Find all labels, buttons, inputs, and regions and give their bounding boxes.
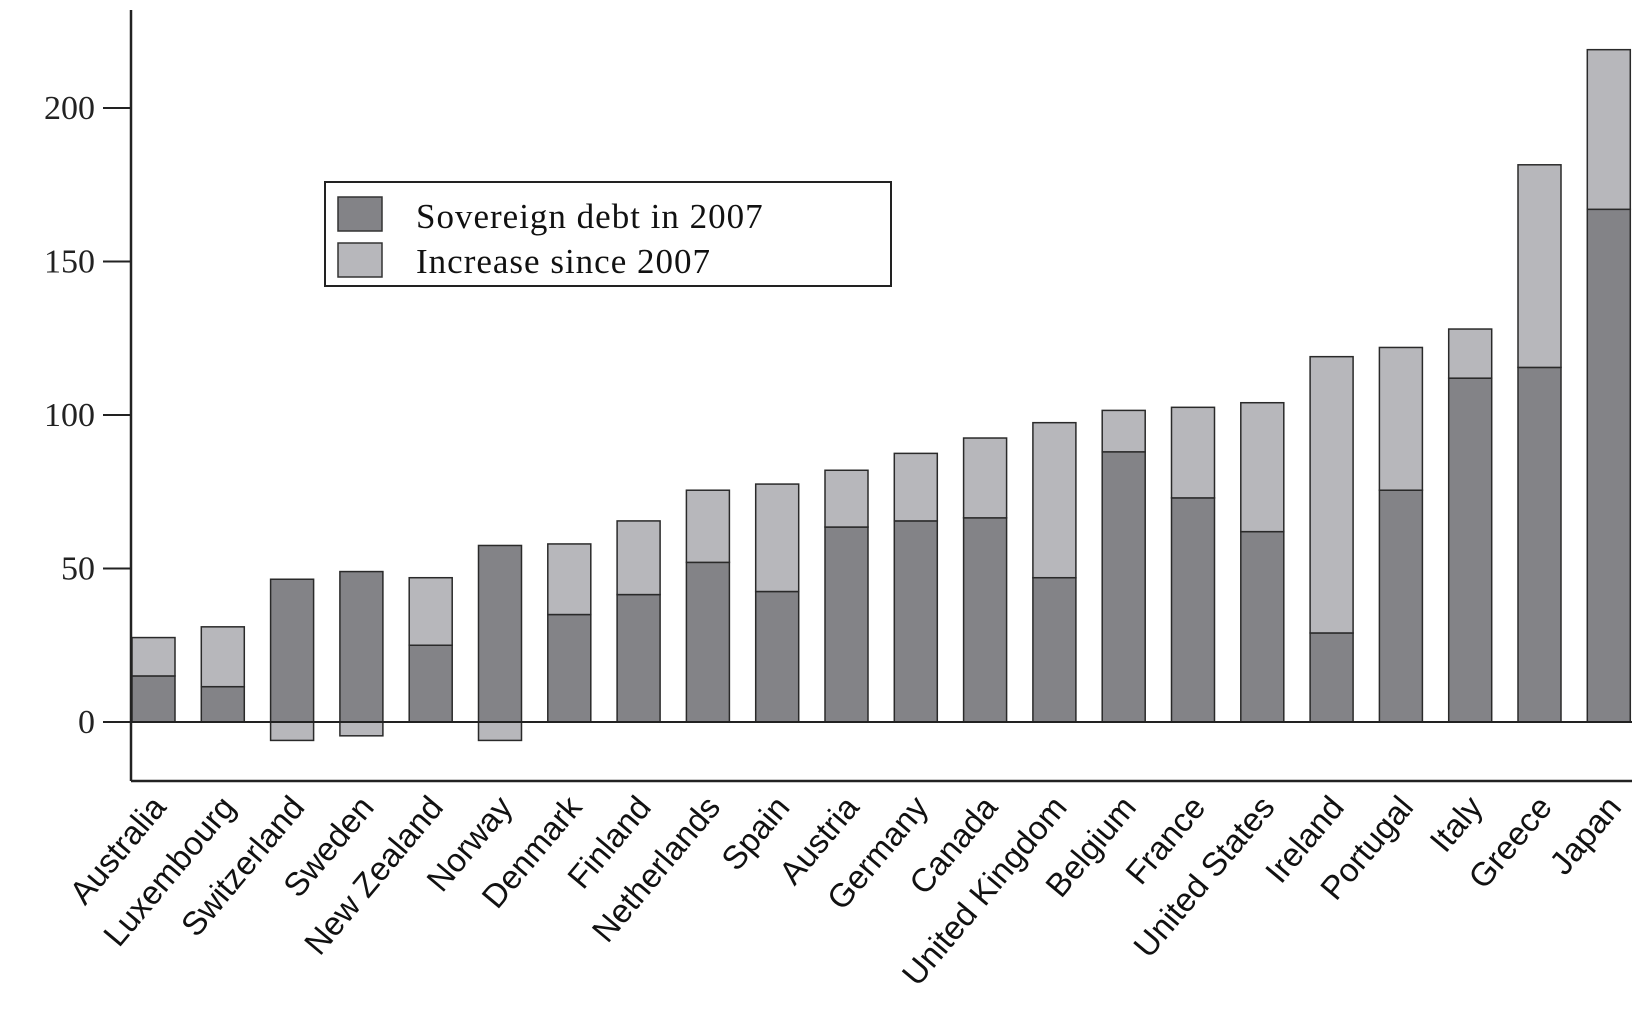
bar-debt-2007 [269, 578, 315, 723]
bar-increase-since-2007 [685, 489, 731, 564]
bar-increase-since-2007 [1378, 346, 1424, 491]
bar-debt-2007 [1170, 497, 1216, 723]
bar-increase-since-2007 [1170, 406, 1216, 499]
legend: Sovereign debt in 2007 Increase since 20… [324, 181, 892, 287]
bar-debt-2007 [1240, 530, 1285, 723]
bar-increase-since-2007 [824, 469, 869, 528]
bar-increase-since-2007 [1447, 328, 1493, 379]
bars-layer [131, 48, 1632, 742]
bar-increase-since-2007 [1309, 355, 1354, 634]
bar-increase-since-2007 [893, 452, 939, 522]
legend-frame [324, 181, 892, 287]
legend-swatch-increase-since-2007 [337, 242, 383, 278]
x-category-label: Japan [1542, 789, 1628, 882]
bar-debt-2007 [754, 590, 800, 723]
y-tick-label: 50 [61, 551, 95, 588]
legend-label-sovereign-debt-2007: Sovereign debt in 2007 [416, 197, 764, 236]
bar-increase-since-2007 [408, 576, 453, 647]
bar-debt-2007 [1517, 366, 1562, 723]
y-tick-label: 200 [44, 90, 95, 127]
bar-increase-since-2007 [1032, 421, 1077, 579]
bar-increase-since-2007 [1101, 409, 1146, 453]
bar-increase-since-2007 [1586, 48, 1632, 211]
bar-debt-2007 [1378, 489, 1424, 723]
y-tick-label: 0 [78, 704, 95, 741]
bar-debt-2007 [200, 685, 246, 723]
bar-debt-2007 [131, 675, 176, 723]
bar-debt-2007 [685, 561, 731, 723]
bar-debt-2007 [1032, 576, 1077, 723]
bar-debt-2007 [1586, 208, 1632, 723]
bar-debt-2007 [1447, 377, 1493, 723]
bar-increase-since-2007 [200, 626, 246, 688]
bar-debt-2007 [1309, 632, 1354, 723]
bar-debt-2007 [408, 644, 453, 723]
bar-increase-since-2007 [269, 721, 315, 742]
y-axis-ticks: 0 50 100 150 200 [44, 90, 131, 741]
bar-increase-since-2007 [477, 721, 523, 742]
bar-increase-since-2007 [1517, 164, 1562, 369]
bar-debt-2007 [962, 517, 1008, 723]
x-axis-category-labels: AustraliaLuxembourgSwitzerlandSwedenNew … [62, 788, 1628, 992]
bar-debt-2007 [1101, 451, 1146, 723]
bar-debt-2007 [616, 593, 661, 723]
bar-increase-since-2007 [339, 721, 384, 737]
bar-debt-2007 [824, 526, 869, 723]
bar-increase-since-2007 [616, 520, 661, 596]
legend-label-increase-since-2007: Increase since 2007 [416, 242, 711, 281]
bar-debt-2007 [547, 613, 592, 723]
bar-increase-since-2007 [754, 483, 800, 593]
bar-debt-2007 [893, 520, 939, 723]
bar-debt-2007 [477, 544, 523, 723]
bar-increase-since-2007 [962, 437, 1008, 519]
y-tick-label: 150 [44, 244, 95, 281]
bar-increase-since-2007 [131, 636, 176, 677]
bar-debt-2007 [339, 570, 384, 723]
bar-increase-since-2007 [1240, 401, 1285, 533]
legend-swatch-sovereign-debt-2007 [337, 196, 383, 232]
bar-increase-since-2007 [547, 543, 592, 616]
y-tick-label: 100 [44, 397, 95, 434]
